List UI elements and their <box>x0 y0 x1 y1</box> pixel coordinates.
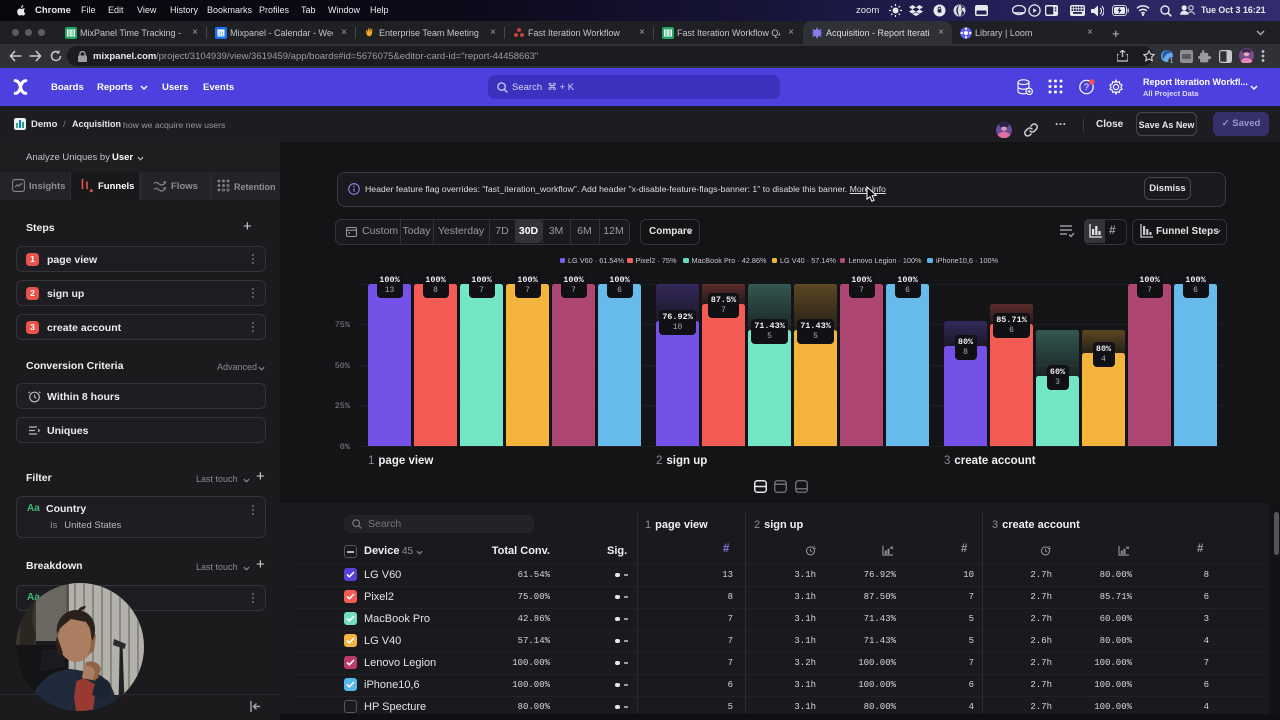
svg-text:1: 1 <box>1170 59 1174 64</box>
svg-text:31: 31 <box>218 31 224 37</box>
svg-text:?: ? <box>1084 82 1089 92</box>
